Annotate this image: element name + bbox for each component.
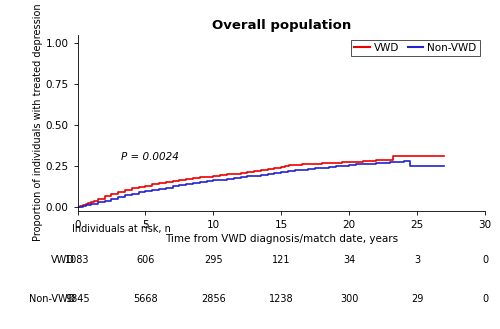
X-axis label: Time from VWD diagnosis/match date, years: Time from VWD diagnosis/match date, year… xyxy=(164,234,398,244)
Text: 121: 121 xyxy=(272,255,290,265)
Text: Non-VWD: Non-VWD xyxy=(29,294,75,304)
Text: 1238: 1238 xyxy=(269,294,293,304)
Text: P = 0.0024: P = 0.0024 xyxy=(121,152,179,163)
Text: 1083: 1083 xyxy=(65,255,90,265)
Text: Individuals at risk, n: Individuals at risk, n xyxy=(72,224,172,234)
Text: 606: 606 xyxy=(136,255,154,265)
Text: 3: 3 xyxy=(414,255,420,265)
Legend: VWD, Non-VWD: VWD, Non-VWD xyxy=(351,40,480,56)
Title: Overall population: Overall population xyxy=(212,19,351,32)
Text: 5668: 5668 xyxy=(133,294,158,304)
Y-axis label: Proportion of individuals with treated depression: Proportion of individuals with treated d… xyxy=(32,4,42,241)
Text: 9845: 9845 xyxy=(65,294,90,304)
Text: VWD: VWD xyxy=(51,255,75,265)
Text: 2856: 2856 xyxy=(201,294,226,304)
Text: 295: 295 xyxy=(204,255,223,265)
Text: 34: 34 xyxy=(343,255,355,265)
Text: 300: 300 xyxy=(340,294,358,304)
Text: 0: 0 xyxy=(482,294,488,304)
Text: 0: 0 xyxy=(482,255,488,265)
Text: 29: 29 xyxy=(411,294,424,304)
